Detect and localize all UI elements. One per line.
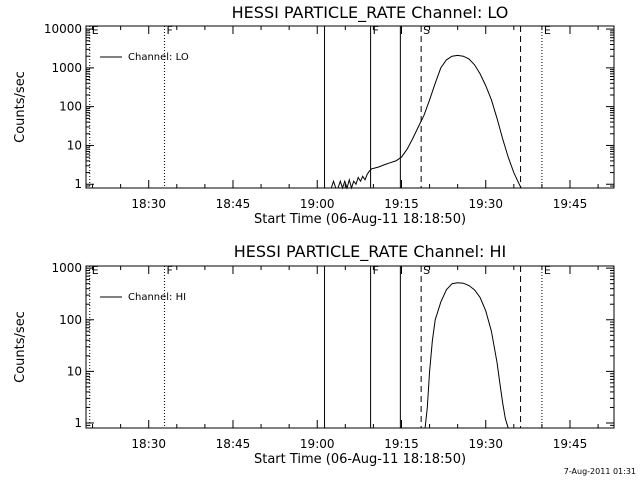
marker-label: F [166,264,172,277]
x-tick-label: 19:45 [553,437,588,451]
y-tick-label: 1 [74,177,82,191]
y-tick-label: 1000 [51,61,82,75]
marker-label: S [423,264,430,277]
x-tick-label: 19:30 [468,197,503,211]
x-axis-label: Start Time (06-Aug-11 18:18:50) [254,212,466,227]
legend-entry: Channel: HI [128,292,186,303]
y-tick-label: 10 [67,138,82,152]
plot-frame [85,25,615,189]
y-axis-label: Counts/sec [13,311,28,383]
x-tick-label: 18:30 [131,437,166,451]
footer-timestamp: 7-Aug-2011 01:31 [564,467,636,476]
lo-channel-panel: HESSI PARTICLE_RATE Channel: LO 18:30 18:4… [13,3,615,227]
x-tick-label: 18:30 [131,197,166,211]
legend-entry: Channel: LO [128,52,189,63]
y-tick-label: 10000 [44,22,82,36]
marker-label: S [423,24,430,37]
marker-label: E [92,264,99,277]
x-tick-label: 19:15 [384,437,419,451]
chart-title: HESSI PARTICLE_RATE Channel: LO [232,3,509,23]
y-tick-label: 1000 [51,261,82,275]
x-tick-label: 18:45 [216,197,251,211]
x-axis-label: Start Time (06-Aug-11 18:18:50) [254,452,466,467]
x-tick-label: 19:00 [300,437,335,451]
x-tick-label: 18:45 [216,437,251,451]
hi-channel-panel: HESSI PARTICLE_RATE Channel: HI 18:30 18:4… [13,242,615,467]
y-axis-label: Counts/sec [13,71,28,143]
chart-title: HESSI PARTICLE_RATE Channel: HI [234,242,507,262]
x-tick-label: 19:30 [468,437,503,451]
y-tick-label: 100 [59,100,82,114]
x-tick-label: 19:00 [300,197,335,211]
y-tick-label: 100 [59,313,82,327]
plot-frame [85,265,615,429]
series-line [330,54,522,190]
marker-label: E [544,24,551,37]
marker-label: F [373,24,379,37]
marker-label: E [544,264,551,277]
x-tick-label: 19:15 [384,197,419,211]
series-line [424,282,509,429]
x-tick-label: 19:45 [553,197,588,211]
marker-label: E [92,24,99,37]
marker-label: F [373,264,379,277]
marker-label: F [166,24,172,37]
y-tick-label: 1 [74,416,82,430]
y-tick-label: 10 [67,364,82,378]
